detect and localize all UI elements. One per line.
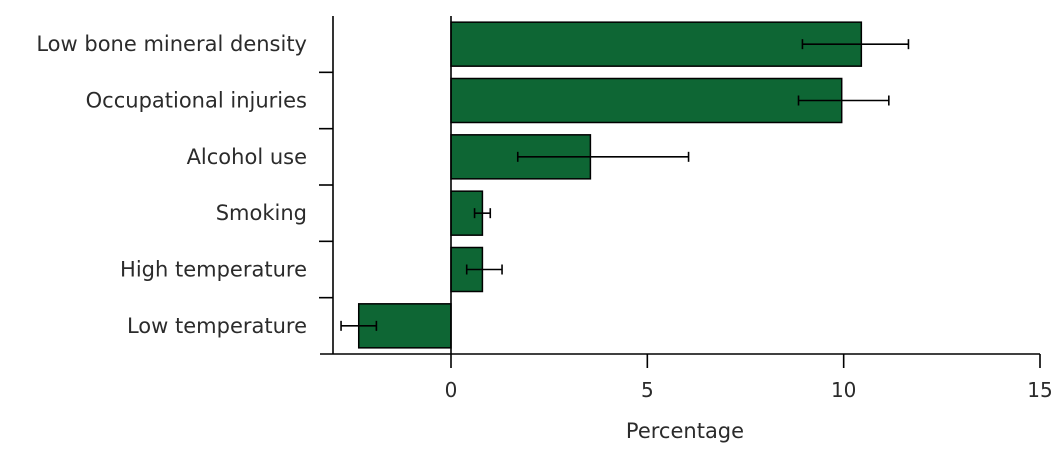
- error-bar-alcohol-use: [516, 151, 690, 162]
- error-bars-layer: [340, 39, 910, 331]
- category-label: Smoking: [216, 201, 307, 225]
- labels-layer: Low bone mineral density Occupational inj…: [36, 32, 1052, 402]
- x-tick-label: 0: [445, 378, 458, 402]
- error-bar-smoking: [473, 208, 492, 219]
- x-axis-title: Percentage: [626, 419, 744, 443]
- category-label: Alcohol use: [187, 145, 307, 169]
- error-bar-low-bone-mineral-density: [801, 39, 910, 50]
- bar-low-bone-mineral-density: [450, 21, 863, 67]
- x-tick-label: 10: [831, 378, 856, 402]
- x-tick-label: 15: [1027, 378, 1052, 402]
- error-bar-occupational-injuries: [797, 95, 890, 106]
- axes-layer: [319, 16, 1041, 368]
- category-label: Low temperature: [127, 314, 307, 338]
- category-label: High temperature: [120, 258, 307, 282]
- x-tick-label: 5: [641, 378, 654, 402]
- error-bar-high-temperature: [465, 264, 503, 275]
- error-bar-low-temperature: [340, 320, 378, 331]
- bars-layer: [357, 21, 863, 349]
- category-label: Low bone mineral density: [36, 32, 307, 56]
- bar-occupational-injuries: [450, 77, 843, 124]
- category-label: Occupational injuries: [86, 89, 307, 113]
